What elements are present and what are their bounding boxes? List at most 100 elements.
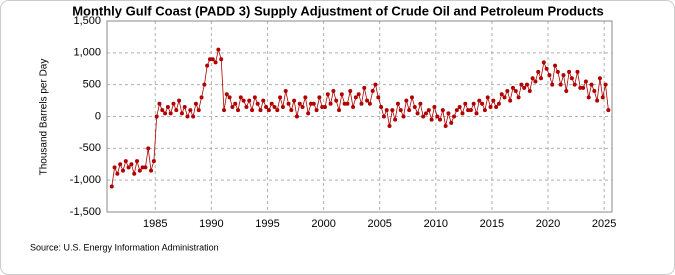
- data-point: [182, 104, 187, 109]
- x-tick-label: 2010: [424, 218, 448, 230]
- y-tick-label: -1,500: [70, 206, 101, 218]
- data-point: [199, 95, 204, 100]
- data-point: [351, 104, 356, 109]
- y-tick-label: -1,000: [70, 174, 101, 186]
- data-point: [541, 60, 546, 65]
- data-point: [334, 98, 339, 103]
- data-point: [592, 89, 597, 94]
- x-tick-label: 2025: [592, 218, 616, 230]
- data-point: [157, 101, 162, 106]
- data-point: [322, 104, 327, 109]
- data-point: [550, 82, 555, 87]
- data-point: [379, 104, 384, 109]
- data-point: [415, 111, 420, 116]
- data-point: [283, 89, 288, 94]
- data-point: [331, 89, 336, 94]
- data-point: [362, 85, 367, 90]
- data-point: [466, 108, 471, 113]
- data-point: [555, 69, 560, 74]
- data-point: [185, 114, 190, 119]
- data-point: [418, 101, 423, 106]
- data-point: [224, 92, 229, 97]
- data-point: [174, 108, 179, 113]
- data-point: [146, 146, 151, 151]
- plot-area: [106, 20, 613, 213]
- data-point: [454, 108, 459, 113]
- data-point: [452, 114, 457, 119]
- data-point: [269, 101, 274, 106]
- data-point: [567, 69, 572, 74]
- data-point: [227, 95, 232, 100]
- data-point: [339, 92, 344, 97]
- data-point: [314, 108, 319, 113]
- data-point: [126, 165, 131, 170]
- data-point: [311, 101, 316, 106]
- data-point: [393, 117, 398, 122]
- data-point: [149, 168, 154, 173]
- data-point: [132, 171, 137, 176]
- data-point: [367, 101, 372, 106]
- data-point: [463, 101, 468, 106]
- data-point: [494, 104, 499, 109]
- data-point: [409, 95, 414, 100]
- series-line: [111, 49, 609, 187]
- data-point: [205, 63, 210, 68]
- data-point: [398, 108, 403, 113]
- data-point: [480, 101, 485, 106]
- data-point: [381, 114, 386, 119]
- data-point: [112, 165, 117, 170]
- data-point: [488, 104, 493, 109]
- x-tick-label: 1985: [143, 218, 167, 230]
- data-point: [569, 76, 574, 81]
- data-point: [477, 98, 482, 103]
- data-point: [499, 92, 504, 97]
- data-point: [163, 111, 168, 116]
- data-point: [423, 111, 428, 116]
- y-tick-label: -500: [79, 142, 101, 154]
- data-point: [522, 85, 527, 90]
- y-tick-label: 500: [83, 79, 101, 91]
- data-point: [460, 111, 465, 116]
- data-point: [449, 120, 454, 125]
- data-point: [275, 108, 280, 113]
- data-point: [513, 89, 518, 94]
- data-point: [491, 98, 496, 103]
- data-point: [342, 101, 347, 106]
- data-point: [216, 47, 221, 52]
- data-point: [118, 162, 123, 167]
- data-point: [595, 98, 600, 103]
- data-point: [297, 101, 302, 106]
- data-point: [135, 159, 140, 164]
- data-point: [561, 73, 566, 78]
- data-point: [317, 95, 322, 100]
- data-point: [496, 101, 501, 106]
- data-point: [553, 63, 558, 68]
- data-point: [123, 159, 128, 164]
- data-point: [278, 95, 283, 100]
- data-point: [300, 104, 305, 109]
- data-point: [539, 76, 544, 81]
- data-point: [345, 101, 350, 106]
- data-point: [120, 168, 125, 173]
- data-point: [387, 124, 392, 129]
- data-point: [196, 108, 201, 113]
- data-point: [583, 79, 588, 84]
- data-point: [586, 95, 591, 100]
- data-point: [370, 89, 375, 94]
- data-point: [207, 57, 212, 62]
- data-point: [485, 95, 490, 100]
- data-point: [303, 95, 308, 100]
- data-point: [188, 108, 193, 113]
- data-point: [233, 101, 238, 106]
- data-point: [210, 57, 215, 62]
- data-point: [404, 98, 409, 103]
- data-point: [264, 104, 269, 109]
- data-point: [177, 98, 182, 103]
- data-point: [390, 108, 395, 113]
- data-point: [308, 101, 313, 106]
- data-point: [213, 60, 218, 65]
- data-point: [171, 101, 176, 106]
- data-point: [244, 104, 249, 109]
- data-point: [109, 184, 114, 189]
- data-point: [320, 104, 325, 109]
